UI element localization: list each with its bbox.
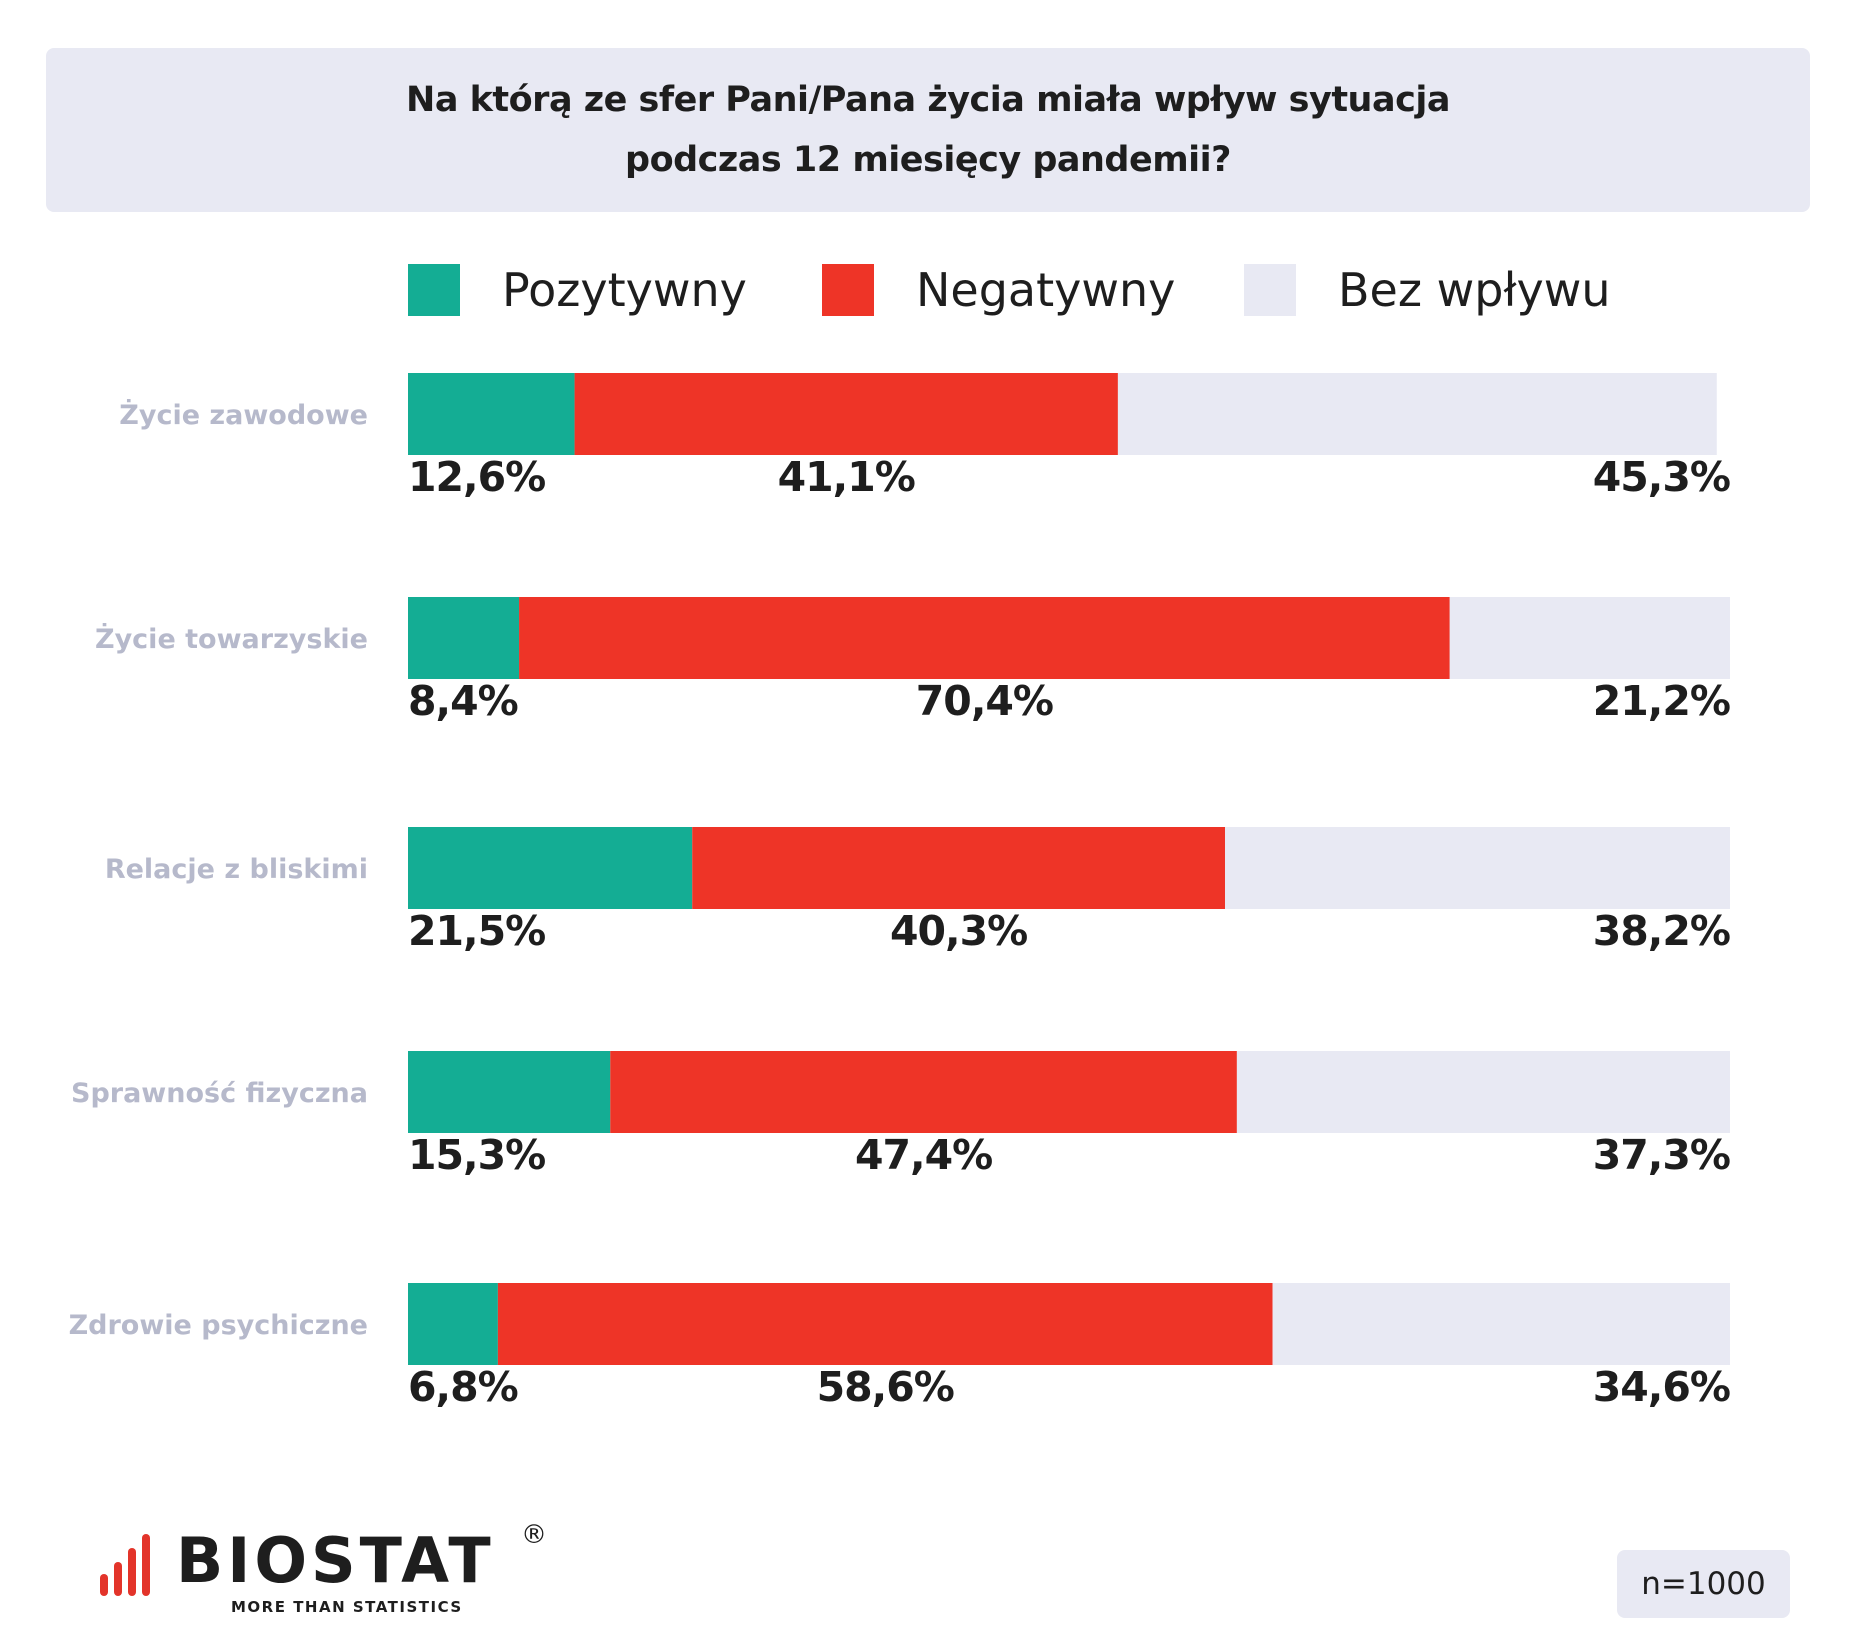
category-label: Zdrowie psychiczne — [69, 1310, 368, 1341]
value-label-negative: 41,1% — [778, 453, 915, 501]
bar-segment-neutral — [1117, 373, 1717, 455]
category-label: Relacje z bliskimi — [105, 854, 368, 885]
value-label-positive: 15,3% — [408, 1131, 545, 1179]
category-label: Życie zawodowe — [119, 399, 368, 431]
bar-segment-positive — [408, 1283, 498, 1365]
logo-wordmark: BIOSTAT — [176, 1524, 495, 1597]
stacked-bar-chart: Życie zawodowe 12,6% 41,1% 45,3% Życie towar… — [69, 373, 1731, 1411]
bar-segment-positive — [408, 597, 520, 679]
legend-swatch-positive — [408, 264, 460, 316]
bar-segment-negative — [692, 827, 1225, 909]
chart-title-line-2: podczas 12 miesięcy pandemii? — [625, 140, 1231, 180]
value-label-positive: 8,4% — [408, 677, 518, 725]
category-label: Życie towarzyskie — [95, 623, 368, 655]
bar-segment-positive — [408, 827, 693, 909]
value-label-negative: 40,3% — [890, 907, 1027, 955]
value-label-positive: 12,6% — [408, 453, 545, 501]
biostat-logo: BIOSTAT ® MORE THAN STATISTICS — [98, 1520, 558, 1618]
logo-registered-mark: ® — [521, 1520, 547, 1550]
value-label-neutral: 37,3% — [1593, 1131, 1730, 1179]
logo-bars-icon — [100, 1534, 150, 1596]
value-label-neutral: 45,3% — [1593, 453, 1730, 501]
value-label-neutral: 34,6% — [1593, 1363, 1730, 1411]
bar-segment-negative — [519, 597, 1450, 679]
legend-swatch-negative — [822, 264, 874, 316]
value-label-neutral: 21,2% — [1593, 677, 1730, 725]
value-label-positive: 21,5% — [408, 907, 545, 955]
legend-label-negative: Negatywny — [916, 263, 1176, 317]
value-label-neutral: 38,2% — [1593, 907, 1730, 955]
value-label-positive: 6,8% — [408, 1363, 518, 1411]
value-label-negative: 47,4% — [855, 1131, 992, 1179]
legend-swatch-neutral — [1244, 264, 1296, 316]
chart-title-line-1: Na którą ze sfer Pani/Pana życia miała w… — [406, 80, 1450, 120]
value-label-negative: 58,6% — [817, 1363, 954, 1411]
legend-item-neutral: Bez wpływu — [1244, 263, 1611, 317]
bar-segment-neutral — [1272, 1283, 1730, 1365]
legend-item-negative: Negatywny — [822, 263, 1176, 317]
bar-segment-negative — [574, 373, 1118, 455]
bar-segment-negative — [610, 1051, 1237, 1133]
logo-tagline: MORE THAN STATISTICS — [231, 1598, 463, 1616]
legend-item-positive: Pozytywny — [408, 263, 747, 317]
bar-segment-neutral — [1224, 827, 1730, 909]
legend-label-positive: Pozytywny — [502, 263, 747, 317]
legend-label-neutral: Bez wpływu — [1338, 263, 1611, 317]
bar-segment-neutral — [1449, 597, 1730, 679]
category-label: Sprawność fizyczna — [71, 1078, 368, 1109]
sample-size-badge: n=1000 — [1617, 1550, 1790, 1618]
value-label-negative: 70,4% — [916, 677, 1053, 725]
bar-segment-positive — [408, 1051, 611, 1133]
bar-segment-neutral — [1236, 1051, 1730, 1133]
title-box: Na którą ze sfer Pani/Pana życia miała w… — [46, 48, 1810, 212]
bar-segment-positive — [408, 373, 575, 455]
bar-segment-negative — [497, 1283, 1273, 1365]
